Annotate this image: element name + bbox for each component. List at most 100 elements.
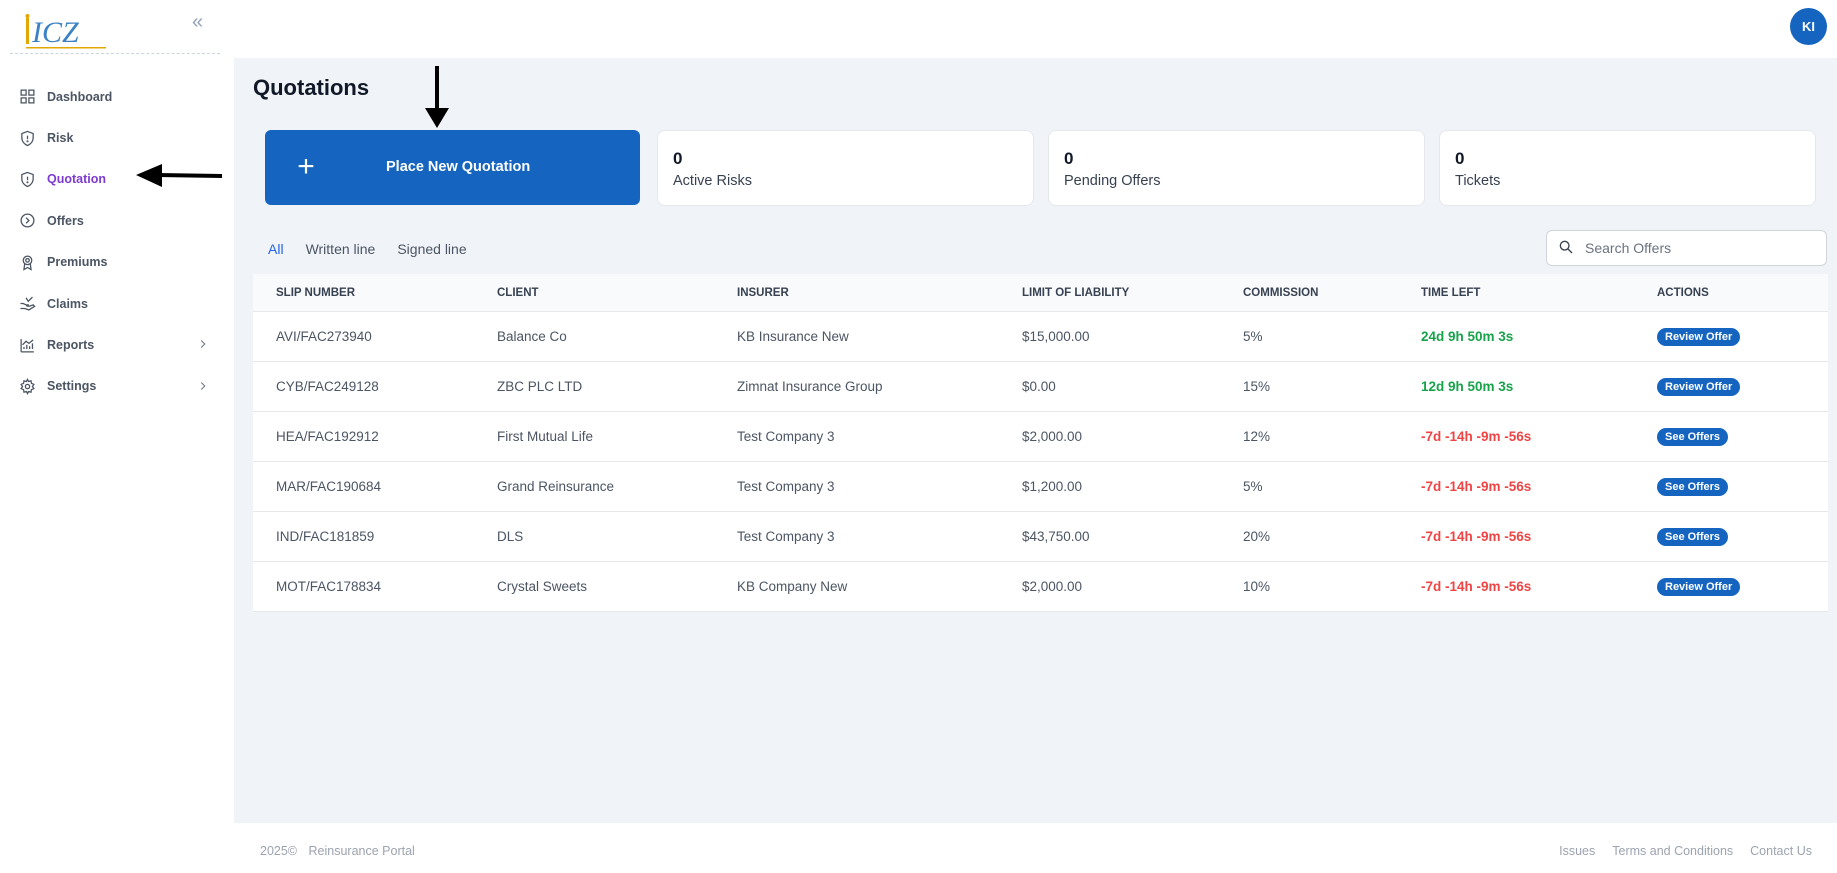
footer-link-issues[interactable]: Issues [1559,844,1596,858]
sidebar-item-dashboard[interactable]: Dashboard [0,76,234,117]
cell-insurer: Test Company 3 [737,479,835,494]
cell-time-left: -7d -14h -9m -56s [1421,529,1532,544]
company-logo: ICZ [25,14,106,49]
avatar[interactable]: KI [1790,8,1827,45]
column-header-slip-number: SLIP NUMBER [276,286,356,299]
tab-signed-line[interactable]: Signed line [397,241,467,257]
stat-card-tickets: 0 Tickets [1439,130,1816,206]
table-row: MOT/FAC178834 Crystal Sweets KB Company … [253,562,1828,612]
cell-commission: 5% [1243,329,1263,344]
chart-icon [18,336,36,354]
cell-slip-number: HEA/FAC192912 [276,429,379,444]
cell-client: Balance Co [497,329,567,344]
table-row: AVI/FAC273940 Balance Co KB Insurance Ne… [253,312,1828,362]
stat-value: 0 [1455,149,1465,168]
cell-commission: 15% [1243,379,1271,394]
cell-limit: $1,200.00 [1022,479,1083,494]
sidebar-item-risk[interactable]: Risk [0,117,234,158]
footer-link-contact[interactable]: Contact Us [1750,844,1812,858]
see-offers-button[interactable]: See Offers [1657,477,1729,496]
tab-all[interactable]: All [268,241,284,257]
column-header-time-left: TIME LEFT [1421,286,1481,299]
badge-icon [18,253,36,271]
collapse-sidebar-icon[interactable]: « [192,11,204,33]
main-content: Quotations + Place New Quotation 0 Activ… [234,58,1837,823]
cell-limit: $43,750.00 [1022,529,1090,544]
cell-insurer: Zimnat Insurance Group [737,379,883,394]
table-row: CYB/FAC249128 ZBC PLC LTD Zimnat Insuran… [253,362,1828,412]
search-box [1546,230,1827,266]
sidebar-item-label: Offers [47,213,84,228]
page-title: Quotations [253,75,370,100]
cell-commission: 10% [1243,579,1271,594]
copyright-text: 2025© [260,844,298,858]
cell-time-left: -7d -14h -9m -56s [1421,479,1532,494]
logo-text: ICZ [31,16,79,49]
cell-limit: $0.00 [1022,379,1056,394]
cell-insurer: Test Company 3 [737,529,835,544]
shield-icon [18,129,36,147]
top-header: KI [234,0,1837,58]
portal-name: Reinsurance Portal [308,844,415,858]
place-new-quotation-label: Place New Quotation [386,159,531,175]
review-offer-button[interactable]: Review Offer [1657,327,1741,346]
cell-insurer: Test Company 3 [737,429,835,444]
review-offer-button[interactable]: Review Offer [1657,577,1741,596]
sidebar-item-label: Reports [47,338,95,353]
table-row: IND/FAC181859 DLS Test Company 3 $43,750… [253,512,1828,562]
sidebar-item-label: Quotation [47,172,107,187]
cell-time-left: -7d -14h -9m -56s [1421,579,1532,594]
gear-icon [18,377,36,395]
cell-commission: 12% [1243,429,1271,444]
see-offers-button[interactable]: See Offers [1657,527,1729,546]
search-input[interactable] [1585,240,1805,256]
tab-written-line[interactable]: Written line [305,241,376,257]
sidebar-item-label: Risk [47,131,74,146]
stat-label: Pending Offers [1064,173,1161,189]
footer: 2025© Reinsurance Portal Issues Terms an… [234,823,1837,873]
sidebar-item-label: Premiums [47,255,108,270]
cell-time-left: -7d -14h -9m -56s [1421,429,1532,444]
cell-client: First Mutual Life [497,429,594,444]
stat-card-pending-offers: 0 Pending Offers [1048,130,1425,206]
footer-copyright: 2025© Reinsurance Portal [260,844,415,858]
sidebar-item-settings[interactable]: Settings [0,366,234,407]
footer-link-terms[interactable]: Terms and Conditions [1612,844,1734,858]
chevron-right-icon [196,337,210,351]
logo-area: ICZ [10,8,220,54]
column-header-commission: COMMISSION [1243,286,1319,299]
stat-card-active-risks: 0 Active Risks [657,130,1034,206]
sidebar-item-label: Claims [47,296,88,311]
table-row: MAR/FAC190684 Grand Reinsurance Test Com… [253,462,1828,512]
search-icon [1558,239,1576,257]
cell-limit: $2,000.00 [1022,579,1083,594]
review-offer-button[interactable]: Review Offer [1657,377,1741,396]
shield-icon [18,170,36,188]
sidebar-item-reports[interactable]: Reports [0,324,234,365]
cell-slip-number: MAR/FAC190684 [276,479,382,494]
cell-insurer: KB Insurance New [737,329,849,344]
cell-slip-number: AVI/FAC273940 [276,329,372,344]
stat-value: 0 [673,149,683,168]
down-arrow-annotation-icon [425,66,449,128]
column-header-insurer: INSURER [737,286,789,299]
sidebar-item-label: Settings [47,379,97,394]
sidebar-item-offers[interactable]: Offers [0,200,234,241]
stat-label: Active Risks [673,173,752,189]
sidebar-item-claims[interactable]: Claims [0,283,234,324]
cell-slip-number: MOT/FAC178834 [276,579,382,594]
sidebar-nav: Dashboard Risk Quotation Offers Premiums [0,76,234,407]
footer-links: Issues Terms and Conditions Contact Us [1542,844,1812,858]
stat-value: 0 [1064,149,1074,168]
chevron-right-icon [196,379,210,393]
place-new-quotation-button[interactable]: + Place New Quotation [265,130,640,205]
sidebar: ICZ « Dashboard Risk Quotation [0,0,234,873]
grid-icon [18,88,36,106]
sidebar-item-premiums[interactable]: Premiums [0,242,234,283]
circle-arrow-icon [18,212,36,230]
see-offers-button[interactable]: See Offers [1657,427,1729,446]
cell-time-left: 12d 9h 50m 3s [1421,379,1514,394]
cell-slip-number: IND/FAC181859 [276,529,375,544]
sidebar-item-quotation[interactable]: Quotation [0,159,234,200]
cell-client: Crystal Sweets [497,579,588,594]
